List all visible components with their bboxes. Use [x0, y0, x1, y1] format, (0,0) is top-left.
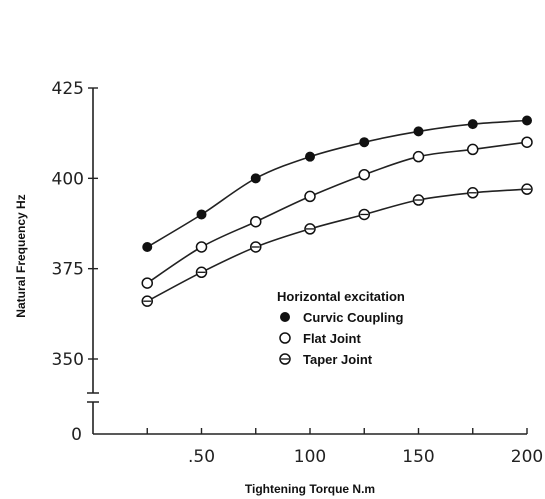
- data-point-taper-joint: [250, 241, 262, 253]
- data-point-curvic-coupling: [142, 241, 153, 252]
- data-point-taper-joint: [304, 223, 316, 235]
- x-tick-label: .50: [188, 447, 215, 467]
- data-point-flat-joint: [412, 150, 425, 163]
- data-point-taper-joint: [521, 183, 533, 195]
- legend-items: Curvic Coupling Flat Joint Taper Joint: [279, 310, 403, 367]
- y-tick-label: 425: [52, 79, 84, 99]
- x-axis-label: Tightening Torque N.m: [245, 482, 375, 496]
- data-point-taper-joint: [195, 266, 208, 279]
- axes: [87, 88, 527, 435]
- data-point-flat-joint: [195, 241, 208, 253]
- data-point-flat-joint: [521, 136, 533, 148]
- data-point-flat-joint: [141, 277, 153, 289]
- legend-marker-curvic-coupling: [280, 312, 290, 322]
- data-point-curvic-coupling: [522, 115, 532, 126]
- series-line-curvic-coupling: [146, 119, 528, 248]
- y-tick-label: 400: [52, 169, 84, 189]
- y-tick-label: 375: [52, 260, 84, 280]
- data-point-taper-joint: [141, 295, 153, 307]
- data-point-taper-joint: [467, 187, 479, 199]
- data-point-curvic-coupling: [305, 151, 315, 162]
- data-point-flat-joint: [304, 190, 316, 203]
- data-point-curvic-coupling: [250, 173, 261, 184]
- data-point-taper-joint: [358, 208, 370, 221]
- series-group: [141, 115, 533, 307]
- legend-label-taper-joint: Taper Joint: [303, 352, 373, 367]
- x-tick-label: 100: [294, 447, 326, 467]
- data-point-flat-joint: [467, 143, 479, 156]
- legend-label-curvic-coupling: Curvic Coupling: [303, 310, 403, 325]
- data-point-curvic-coupling: [467, 119, 478, 130]
- data-point-curvic-coupling: [413, 126, 424, 137]
- y-axis-label: Natural Frequency Hz: [14, 194, 28, 317]
- data-point-curvic-coupling: [359, 137, 370, 148]
- legend-marker-flat-joint: [279, 332, 291, 344]
- data-point-taper-joint: [412, 194, 425, 206]
- y-axis-line: [87, 88, 99, 434]
- legend-marker-taper-joint: [279, 353, 291, 365]
- x-ticks: .50 100 150 200: [146, 428, 543, 467]
- y-zero-tick-label: 0: [71, 425, 82, 445]
- legend-label-flat-joint: Flat Joint: [303, 331, 361, 346]
- legend: Horizontal excitation Curvic Coupling Fla…: [277, 289, 405, 367]
- y-tick-label: 350: [52, 350, 84, 370]
- x-tick-label: 200: [511, 447, 543, 467]
- data-point-curvic-coupling: [196, 209, 207, 220]
- data-point-flat-joint: [250, 215, 262, 228]
- legend-title: Horizontal excitation: [277, 289, 405, 304]
- x-tick-label: 150: [402, 447, 434, 467]
- data-point-flat-joint: [358, 168, 370, 181]
- y-ticks: 350 375 400 425: [52, 79, 98, 370]
